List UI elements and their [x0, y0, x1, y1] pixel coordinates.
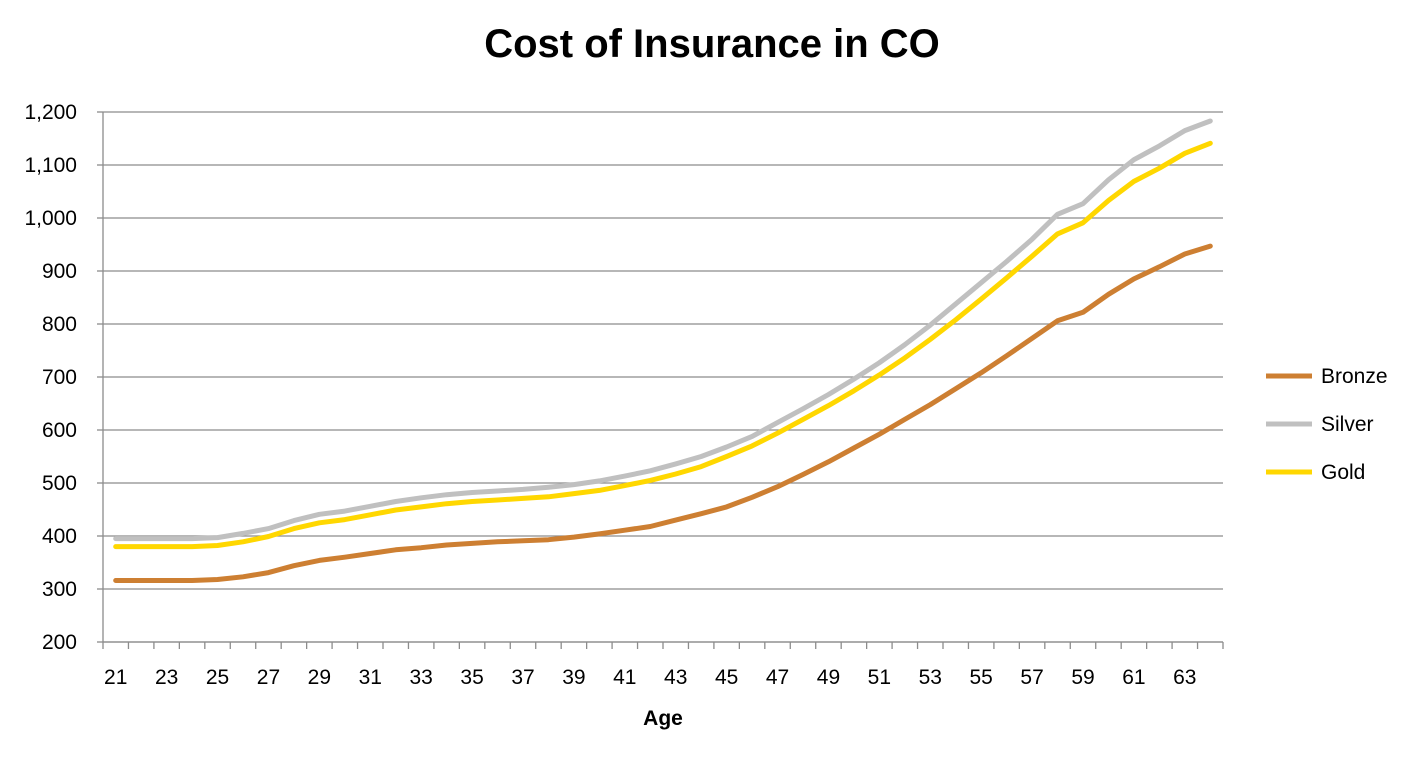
x-tick-label: 63 — [1173, 666, 1196, 689]
x-tick-label: 51 — [868, 666, 891, 689]
x-tick-label: 35 — [460, 666, 483, 689]
x-tick-label: 39 — [562, 666, 585, 689]
x-tick-label: 29 — [308, 666, 331, 689]
legend-label-gold: Gold — [1321, 461, 1365, 484]
x-tick-label: 43 — [664, 666, 687, 689]
x-tick-label: 21 — [104, 666, 127, 689]
x-tick-label: 33 — [410, 666, 433, 689]
x-tick-label: 57 — [1020, 666, 1043, 689]
grid-lines — [103, 111, 1223, 643]
y-tick-label: 900 — [42, 260, 77, 283]
chart-title: Cost of Insurance in CO — [484, 22, 940, 66]
series-line-bronze — [113, 243, 1213, 583]
y-tick-label: 300 — [42, 578, 77, 601]
x-tick-label: 61 — [1122, 666, 1145, 689]
x-tick-label: 27 — [257, 666, 280, 689]
x-tick-label: 55 — [970, 666, 993, 689]
legend: Bronze Silver Gold — [1266, 365, 1388, 484]
y-tick-label: 1,200 — [24, 101, 77, 124]
x-tick-label: 41 — [613, 666, 636, 689]
x-tick-label: 49 — [817, 666, 840, 689]
x-axis-tick-labels: 21 23 25 27 29 31 33 35 37 39 41 43 45 47 49 51 53 55 57 59… — [104, 666, 1196, 689]
series-lines — [113, 118, 1213, 583]
y-tick-label: 1,100 — [24, 154, 77, 177]
y-tick-label: 200 — [42, 631, 77, 654]
y-tick-label: 600 — [42, 419, 77, 442]
y-tick-label: 500 — [42, 472, 77, 495]
x-axis-title: Age — [643, 707, 683, 730]
axes — [97, 111, 1224, 649]
y-tick-label: 800 — [42, 313, 77, 336]
x-tick-label: 23 — [155, 666, 178, 689]
legend-label-bronze: Bronze — [1321, 365, 1388, 388]
y-tick-label: 700 — [42, 366, 77, 389]
x-tick-label: 53 — [919, 666, 942, 689]
x-tick-label: 31 — [359, 666, 382, 689]
x-tick-label: 45 — [715, 666, 738, 689]
y-axis-tick-labels: 200 300 400 500 600 700 800 900 1,000 1,100 1,200 — [24, 101, 77, 654]
legend-label-silver: Silver — [1321, 413, 1374, 436]
series-line-gold — [113, 140, 1213, 550]
x-tick-label: 59 — [1071, 666, 1094, 689]
y-tick-label: 400 — [42, 525, 77, 548]
x-tick-label: 25 — [206, 666, 229, 689]
x-tick-label: 37 — [511, 666, 534, 689]
y-tick-label: 1,000 — [24, 207, 77, 230]
x-tick-label: 47 — [766, 666, 789, 689]
series-line-silver — [113, 118, 1213, 542]
